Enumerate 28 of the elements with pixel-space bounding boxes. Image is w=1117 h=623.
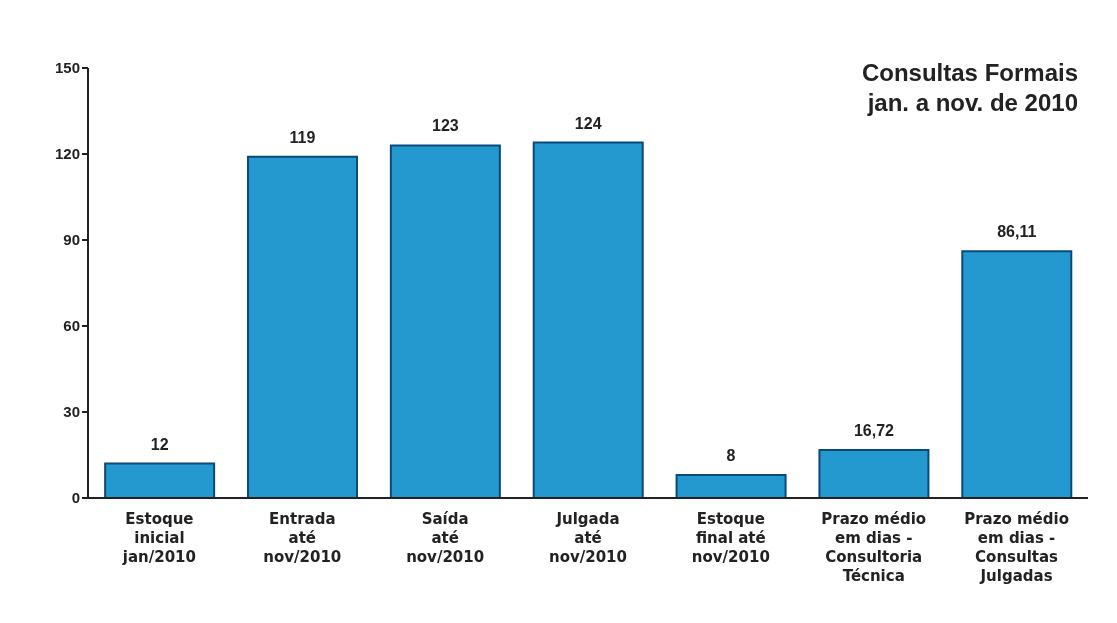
data-label: 8 <box>726 447 736 465</box>
data-label: 16,72 <box>853 422 895 440</box>
bar <box>104 462 216 498</box>
annotation: Consultas Formais jan. a nov. de 2010 <box>861 58 1078 118</box>
data-label: 123 <box>432 117 459 135</box>
data-label: 12 <box>150 435 169 453</box>
y-tick-label: 150 <box>54 59 80 77</box>
bar <box>818 449 930 498</box>
bar <box>247 155 358 498</box>
data-label: 119 <box>289 128 316 146</box>
y-tick-label: 0 <box>71 489 80 507</box>
bar <box>961 250 1073 498</box>
x-tick-label: Saída até nov/2010 <box>406 510 485 566</box>
x-tick-label: Entrada até nov/2010 <box>263 510 342 566</box>
y-tick-label: 90 <box>63 231 80 249</box>
x-tick-label: Prazo médio em dias - Consultas Julgadas <box>964 510 1069 585</box>
y-tick-label: 60 <box>63 317 80 335</box>
data-label: 86,11 <box>997 223 1037 241</box>
data-label: 124 <box>574 114 602 132</box>
y-tick-label: 120 <box>54 145 80 163</box>
x-tick-label: Julgada até nov/2010 <box>549 510 627 566</box>
x-tick-label: Prazo médio em dias - Consultoria Técnica <box>821 510 927 585</box>
x-tick-label: Estoque inicial jan/2010 <box>121 510 197 566</box>
bar <box>389 144 501 498</box>
bar <box>675 474 787 498</box>
bar <box>532 141 644 498</box>
y-tick-label: 30 <box>63 403 80 421</box>
x-tick-label: Estoque final até nov/2010 <box>691 510 770 566</box>
